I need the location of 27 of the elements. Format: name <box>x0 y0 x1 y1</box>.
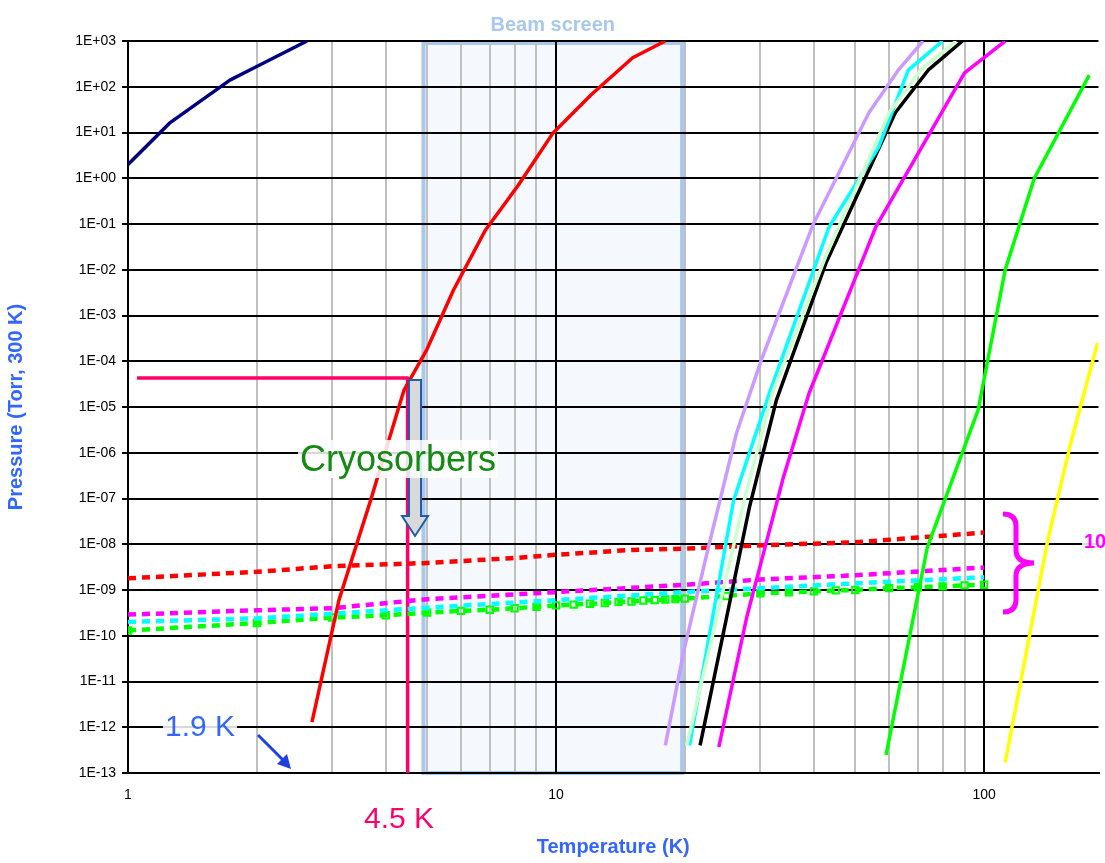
y-tick-label: 1E+03 <box>75 31 117 48</box>
x-tick-label: 10 <box>548 786 565 803</box>
y-tick-label: 1E-05 <box>78 397 117 414</box>
y-axis-title: Pressure (Torr, 300 K) <box>3 303 26 511</box>
y-tick-label: 1E-10 <box>78 626 117 643</box>
y-tick-label: 1E-02 <box>78 260 117 277</box>
y-tick-label: 1E+00 <box>75 169 117 186</box>
y-tick-label: 1E-03 <box>78 306 117 323</box>
annotation: 10 <box>1082 530 1105 552</box>
y-tick-label: 1E-11 <box>79 672 117 689</box>
y-tick-label: 1E-09 <box>78 580 117 597</box>
y-tick-label: 1E-01 <box>78 214 117 231</box>
y-tick-label: 1E-06 <box>78 443 117 460</box>
annotation: Cryosorbers <box>298 438 499 479</box>
y-tick-label: 1E-04 <box>78 352 117 369</box>
y-tick-label: 1E-13 <box>78 763 117 780</box>
band-label: Beam screen <box>490 12 616 35</box>
x-tick-label: 1 <box>124 786 133 803</box>
y-tick-label: 1E+01 <box>75 123 117 140</box>
y-tick-label: 1E-08 <box>78 535 117 552</box>
text: 4.5 K <box>362 801 437 834</box>
x-tick-label: 100 <box>972 786 997 803</box>
y-tick-label: 1E+02 <box>75 77 117 94</box>
x-axis-title: Temperature (K) <box>536 834 690 857</box>
y-tick-label: 1E-12 <box>78 718 117 735</box>
y-tick-label: 1E-07 <box>78 489 117 506</box>
annotation: 1.9 K <box>163 709 238 742</box>
